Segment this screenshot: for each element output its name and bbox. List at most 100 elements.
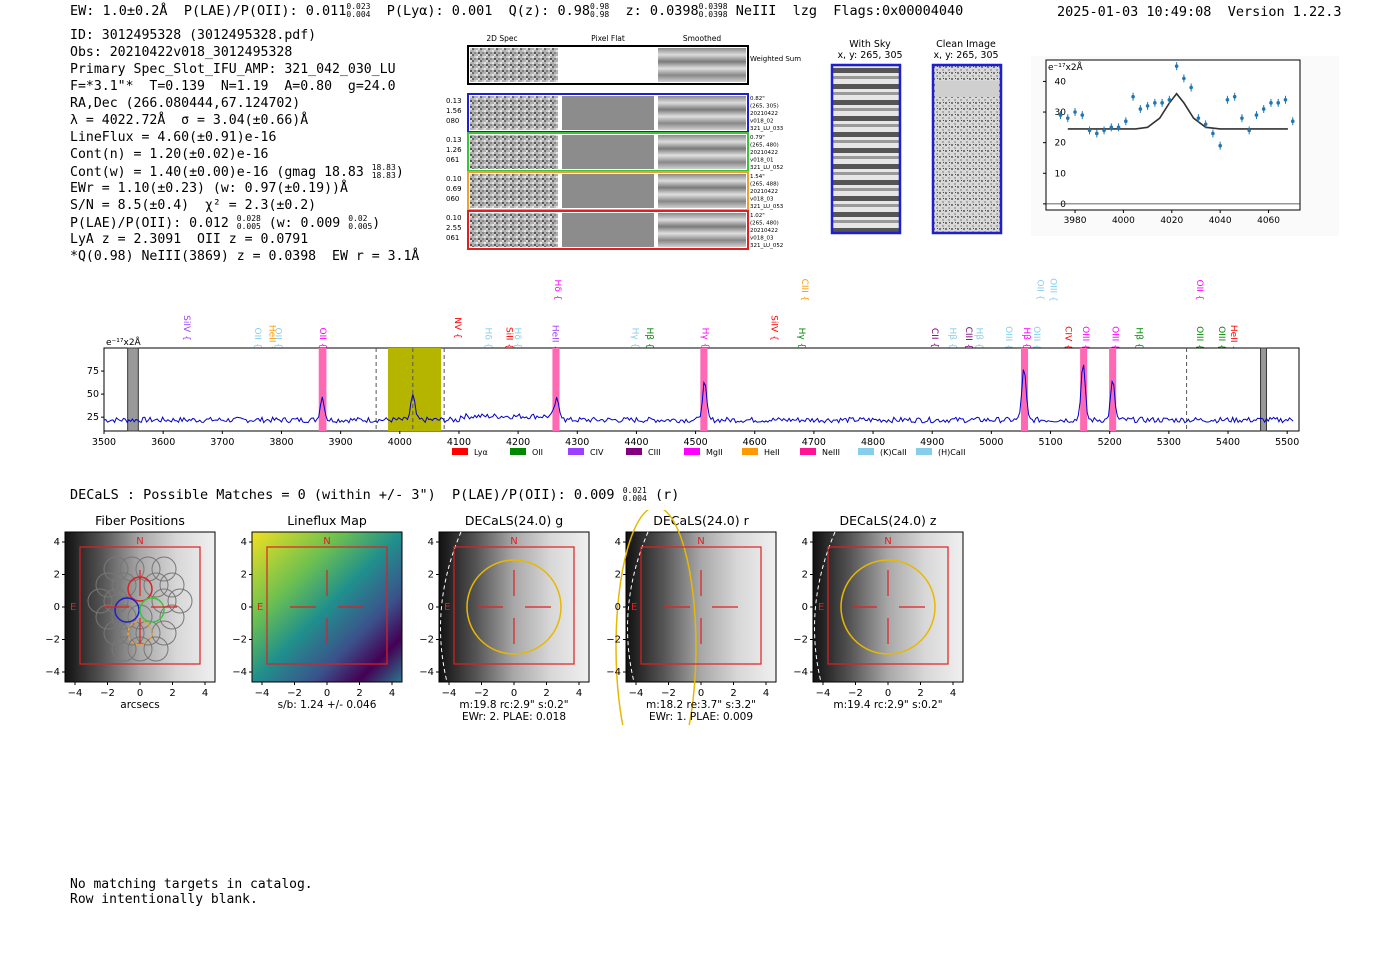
z-lo: 0.0398 (698, 10, 728, 19)
panel-xtick-label: −2 (474, 688, 489, 699)
cutout-right-label: 0.82" (750, 96, 765, 102)
cutout-smoothed (658, 96, 746, 130)
panel-xtick-label: 0 (885, 688, 891, 699)
panel-ytick-label: −4 (232, 667, 247, 678)
line-label: OIII { (1048, 278, 1058, 302)
cutout-2dspec (470, 96, 558, 130)
fiber-circle (95, 572, 121, 598)
panel-image (812, 531, 964, 683)
spec-xtick-label: 3500 (92, 437, 116, 448)
panel-xtick-label: 4 (763, 688, 769, 699)
info-lineflux: LineFlux = 4.60(±0.91)e-16 (70, 130, 277, 145)
red-box (266, 546, 388, 665)
zoom-point (1247, 128, 1251, 133)
legend-label: CIV (590, 448, 604, 457)
red-box (79, 546, 201, 665)
cutout-smoothed (658, 174, 746, 208)
line-label: OIII { (1194, 326, 1204, 350)
legend-swatch (452, 448, 468, 455)
line-label: OII { (252, 328, 262, 349)
spec-xtick-label: 5500 (1275, 437, 1299, 448)
line-label: OII { (1194, 280, 1204, 301)
panel-xtick-label: 4 (576, 688, 582, 699)
cutout-2dspec (470, 135, 558, 169)
east-label: E (257, 602, 263, 613)
line-label: CIII { (963, 327, 973, 350)
line-label: SiII { (503, 327, 513, 349)
footer-line-1: No matching targets in catalog. (70, 877, 313, 892)
panel-xtick-label: −2 (661, 688, 676, 699)
panel-title: DECaLS(24.0) z (840, 513, 937, 528)
line-label: OII { (1035, 280, 1045, 301)
spec-xtick-label: 4700 (802, 437, 826, 448)
panel-image (438, 531, 590, 683)
legend-swatch (742, 448, 758, 455)
zoom-point (1116, 125, 1121, 130)
weighted-sum-label: Weighted Sum (750, 55, 801, 63)
spec-xtick-label: 5100 (1038, 437, 1062, 448)
legend-label: (K)CaII (880, 448, 907, 457)
with-sky-image (830, 63, 902, 235)
panel-ytick-label: 0 (615, 602, 621, 613)
east-label: E (70, 602, 76, 613)
info-q: *Q(0.98) NeIII(3869) z = 0.0398 EW r = 3… (70, 249, 420, 264)
spec-xtick-label: 4300 (565, 437, 589, 448)
zoom-point (1073, 110, 1077, 114)
panel-xtick-label: 4 (950, 688, 956, 699)
fiber-circle (167, 588, 193, 614)
panel-ytick-label: 4 (615, 537, 621, 548)
galaxy-ellipse (615, 510, 697, 725)
pink-band (1109, 348, 1117, 431)
fiber-circle (95, 604, 121, 630)
legend-label: Lyα (474, 448, 488, 457)
zoom-point (1203, 122, 1208, 127)
gray-band (127, 347, 139, 432)
zoom-xtick-label: 4060 (1257, 216, 1280, 226)
panel-title: DECaLS(24.0) r (653, 513, 749, 528)
line-label: Hγ { (796, 328, 806, 349)
line-label: Hδ { (483, 328, 493, 349)
zoom-point (1182, 76, 1186, 81)
panel-caption: s/b: 1.24 +/- 0.046 (278, 699, 377, 711)
fiber-circle (87, 588, 113, 614)
panel-xtick-label: 2 (169, 688, 175, 699)
line-label: Hβ { (1133, 327, 1143, 348)
line-label: HeII { (1228, 325, 1238, 351)
panel-ytick-label: −4 (45, 667, 60, 678)
info-radec: RA,Dec (266.080444,67.124702) (70, 96, 301, 111)
cutout-left-label: 0.10 (446, 175, 462, 183)
legend-swatch (916, 448, 932, 455)
cutout-left-label: 080 (446, 117, 459, 125)
line-label: OII { (317, 328, 327, 349)
spec-xtick-label: 4800 (861, 437, 885, 448)
plae-lo: 0.004 (346, 10, 371, 19)
panel-ytick-label: −2 (232, 635, 247, 646)
panel-xtick-label: −4 (629, 688, 644, 699)
spec-xtick-label: 5300 (1157, 437, 1181, 448)
line-label: SiIV { (181, 315, 191, 341)
line-labels: SiIV {OII {HeII {OII {OII {NV {Hδ {SiII … (181, 278, 1238, 351)
panel-caption-2: EWr: 2. PLAE: 0.018 (462, 711, 566, 723)
qz-value: Q(z): 0.98 (508, 3, 590, 19)
north-label: N (136, 536, 143, 547)
spec-xtick-label: 3600 (151, 437, 175, 448)
east-label: E (444, 602, 450, 613)
cutout-left-label: 2.55 (446, 224, 462, 232)
cutout-2dspec (470, 213, 558, 247)
info-ewr: EWr = 1.10(±0.23) (w: 0.97(±0.19))Å (70, 181, 348, 196)
spectrum-series (103, 364, 1294, 424)
zoom-point (1254, 113, 1259, 117)
line-label: OIII { (1080, 326, 1090, 350)
zoom-ytick-label: 20 (1055, 139, 1067, 149)
panel-ytick-label: 2 (428, 570, 434, 581)
panel-ytick-label: 0 (428, 602, 434, 613)
zoom-point (1087, 128, 1092, 133)
spec-xtick-label: 4900 (920, 437, 944, 448)
cutout-right-label: (265, 480) (750, 221, 779, 227)
legend-label: NeIII (822, 448, 840, 457)
line-id: NeIII (735, 3, 777, 19)
zoom-point (1269, 101, 1273, 105)
info-obs: Obs: 20210422v018_3012495328 (70, 45, 293, 60)
